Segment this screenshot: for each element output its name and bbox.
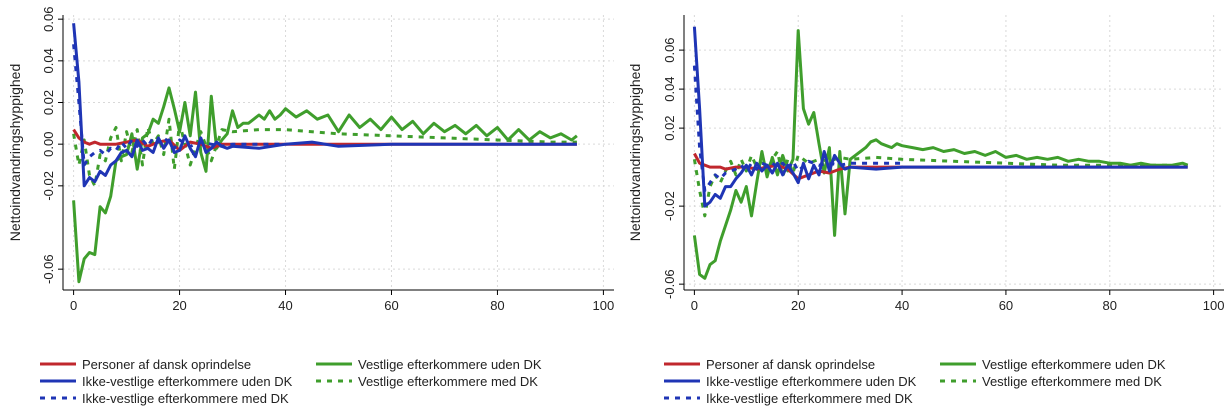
chart-left: 0 20 40 60 80 100 0.06 0.04 0.02 0.00 -0.02 -0.06 Ne… xyxy=(7,7,614,406)
series-line-3 xyxy=(72,86,578,284)
y-tick-label: 0.06 xyxy=(41,7,56,32)
legend-label: Vestlige efterkommere uden DK xyxy=(982,357,1166,372)
series-line-2 xyxy=(692,65,903,192)
legend-item: Ikke-vestlige efterkommere med DK xyxy=(40,391,289,406)
x-tick-label: 60 xyxy=(999,298,1013,313)
x-tick-label: 20 xyxy=(172,298,186,313)
x-tick-label: 40 xyxy=(895,298,909,313)
legend-item: Personer af dansk oprindelse xyxy=(664,357,875,372)
legend-item: Vestlige efterkommere uden DK xyxy=(940,357,1166,372)
x-tick-label: 40 xyxy=(278,298,292,313)
y-tick-label: 0.02 xyxy=(662,115,677,140)
x-tick-label: 60 xyxy=(384,298,398,313)
y-axis-label: Nettoindvandringshyppighed xyxy=(7,64,23,241)
legend-item: Vestlige efterkommere uden DK xyxy=(316,357,542,372)
legend-label: Personer af dansk oprindelse xyxy=(706,357,875,372)
chart-right: 0 20 40 60 80 100 0.06 0.04 0.02 -0.02 -0.06 Nettoi… xyxy=(627,15,1224,406)
y-tick-label: -0.06 xyxy=(41,254,56,284)
gridlines xyxy=(63,15,614,290)
y-tick-label: -0.02 xyxy=(41,171,56,201)
legend-label: Vestlige efterkommere med DK xyxy=(358,374,538,389)
y-tick-label: 0.04 xyxy=(662,76,677,101)
series-line-4 xyxy=(72,117,577,188)
x-tick-label: 0 xyxy=(70,298,77,313)
x-tick-label: 100 xyxy=(1203,298,1225,313)
series-line-1 xyxy=(72,23,577,188)
y-tick-label: 0.00 xyxy=(41,132,56,157)
y-tick-label: 0.06 xyxy=(662,37,677,62)
y-tick-label: 0.04 xyxy=(41,48,56,73)
legend-item: Ikke-vestlige efterkommere uden DK xyxy=(40,374,293,389)
x-tick-label: 80 xyxy=(1103,298,1117,313)
legend-item: Vestlige efterkommere med DK xyxy=(940,374,1162,389)
legend-item: Personer af dansk oprindelse xyxy=(40,357,251,372)
gridlines xyxy=(684,15,1224,290)
legend-label: Ikke-vestlige efterkommere med DK xyxy=(82,391,289,406)
series-line-1 xyxy=(692,26,1188,208)
legend-label: Vestlige efterkommere uden DK xyxy=(358,357,542,372)
legend-label: Personer af dansk oprindelse xyxy=(82,357,251,372)
legend-label: Ikke-vestlige efterkommere uden DK xyxy=(82,374,293,389)
y-axis-label: Nettoindvandringshyppighed xyxy=(627,64,643,241)
legend-item: Ikke-vestlige efterkommere med DK xyxy=(664,391,913,406)
x-tick-label: 80 xyxy=(490,298,504,313)
legend: Personer af dansk oprindelse Vestlige eft… xyxy=(664,357,1166,406)
legend-item: Ikke-vestlige efterkommere uden DK xyxy=(664,374,917,389)
series-lines xyxy=(692,26,1189,280)
legend-item: Vestlige efterkommere med DK xyxy=(316,374,538,389)
legend-label: Ikke-vestlige efterkommere uden DK xyxy=(706,374,917,389)
series-line-2 xyxy=(72,44,286,167)
series-lines xyxy=(72,23,578,284)
x-tick-label: 0 xyxy=(691,298,698,313)
series-line-3 xyxy=(692,29,1189,280)
legend-label: Ikke-vestlige efterkommere med DK xyxy=(706,391,913,406)
legend: Personer af dansk oprindelse Vestlige eft… xyxy=(40,357,542,406)
y-tick-label: -0.02 xyxy=(662,191,677,221)
series-line-4 xyxy=(692,150,1188,218)
legend-label: Vestlige efterkommere med DK xyxy=(982,374,1162,389)
x-tick-label: 20 xyxy=(791,298,805,313)
y-tick-label: -0.06 xyxy=(662,269,677,299)
x-tick-label: 100 xyxy=(593,298,615,313)
y-tick-label: 0.02 xyxy=(41,90,56,115)
